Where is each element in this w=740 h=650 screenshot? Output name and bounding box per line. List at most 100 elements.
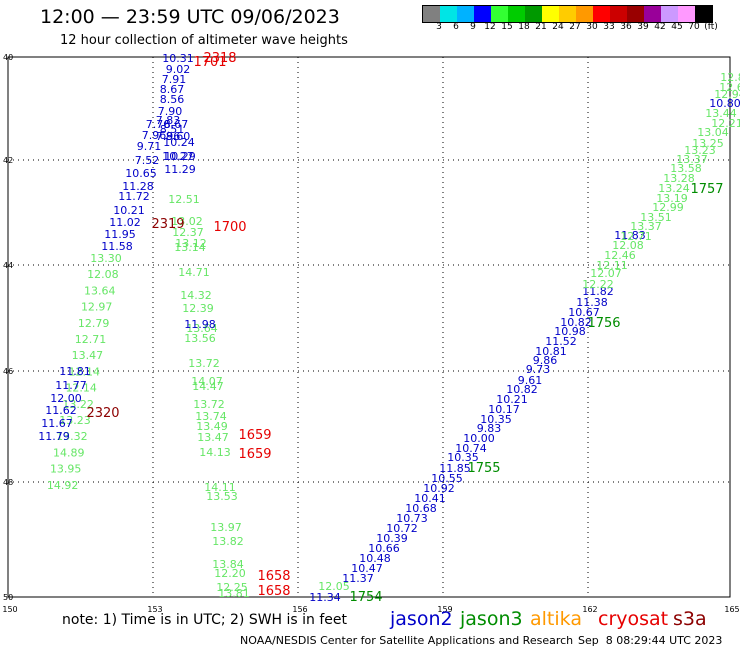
swh-value: 11.58	[101, 240, 133, 253]
colorbar-swatch	[423, 6, 440, 22]
swh-value: 10.81	[535, 345, 567, 358]
swh-value: 12.07	[590, 267, 622, 280]
swh-value: 9.86	[533, 354, 558, 367]
pass-time-label: 2319	[151, 217, 184, 232]
colorbar-label: 15	[501, 22, 513, 32]
lat-label: 46	[3, 367, 13, 376]
swh-value: 12.11	[596, 259, 628, 272]
swh-value: 11.67	[41, 417, 73, 430]
pass-time-label: 1700	[213, 220, 246, 235]
swh-value: 14.92	[47, 479, 79, 492]
colorbar-label: 6	[453, 22, 459, 32]
colorbar-label: 21	[535, 22, 547, 32]
swh-value: 11.82	[582, 285, 614, 298]
swh-value: 12.51	[168, 193, 200, 206]
swh-value: 13.02	[171, 215, 203, 228]
page-subtitle: 12 hour collection of altimeter wave hei…	[60, 33, 348, 48]
swh-value: 13.23	[59, 414, 91, 427]
swh-value: 12.14	[69, 365, 101, 378]
swh-value: 13.95	[50, 463, 82, 476]
swh-value: 10.31	[162, 52, 194, 65]
swh-value: 14.11	[204, 481, 236, 494]
swh-value: 12.97	[81, 301, 113, 314]
swh-value: 14.71	[178, 266, 210, 279]
colorbar-swatch	[542, 6, 559, 22]
swh-value: 11.81	[59, 365, 91, 378]
swh-value: 10.00	[463, 432, 495, 445]
swh-value: 14.13	[199, 446, 231, 459]
swh-value: 7.52	[135, 154, 160, 167]
colorbar-swatch	[678, 6, 695, 22]
swh-value: 10.72	[386, 522, 418, 535]
swh-value: 13.12	[175, 237, 207, 250]
swh-value: 7.83	[156, 114, 181, 127]
pass-time-label: 2318	[203, 51, 236, 66]
swh-value: 11.98	[184, 318, 216, 331]
colorbar-swatch	[644, 6, 661, 22]
colorbar-label: 70	[688, 22, 700, 32]
colorbar-swatch	[610, 6, 627, 22]
swh-value: 12.99	[652, 201, 684, 214]
swh-value: 14.89	[53, 446, 85, 459]
swh-value: 13.23	[684, 144, 716, 157]
swh-value: 7.91	[162, 73, 187, 86]
legend-item-cryosat: cryosat	[598, 608, 669, 630]
pass-time-label: 1757	[690, 182, 723, 197]
swh-value: 13.64	[186, 322, 218, 335]
swh-value: 10.47	[351, 562, 383, 575]
swh-value: 10.65	[125, 167, 157, 180]
colorbar-label: 30	[586, 22, 598, 32]
swh-value: 13.22	[62, 398, 94, 411]
legend-item-jason3: jason3	[460, 608, 523, 630]
swh-value: 13.72	[188, 357, 220, 370]
swh-value: 7.96	[142, 129, 167, 142]
swh-value: 13.37	[630, 220, 662, 233]
swh-value: 13.37	[676, 153, 708, 166]
swh-value: 14.32	[180, 289, 212, 302]
swh-value: 12.25	[216, 581, 248, 594]
colorbar-swatch	[440, 6, 457, 22]
swh-value: 8.56	[160, 93, 185, 106]
lon-label: 153	[147, 605, 162, 614]
swh-value: 13.53	[206, 490, 238, 503]
swh-value: 10.66	[368, 542, 400, 555]
colorbar-label: 42	[654, 22, 666, 32]
colorbar-label: 24	[552, 22, 564, 32]
swh-value: 12.71	[75, 333, 107, 346]
swh-value: 11.37	[342, 572, 374, 585]
swh-value: 9.02	[166, 63, 191, 76]
swh-value: 13.72	[193, 398, 225, 411]
swh-value: 13.24	[658, 182, 690, 195]
swh-value: 11.77	[55, 379, 87, 392]
swh-value: 11.28	[122, 180, 154, 193]
swh-value: 10.21	[496, 393, 528, 406]
swh-value: 12.94	[714, 88, 740, 101]
swh-value: 10.17	[488, 403, 520, 416]
swh-value: 12.71	[620, 230, 652, 243]
swh-value: 11.02	[109, 216, 141, 229]
colorbar-swatch	[457, 6, 474, 22]
swh-value: 7.90	[158, 105, 183, 118]
swh-value: 12.05	[318, 580, 350, 593]
colorbar-label: 3	[436, 22, 442, 32]
swh-value: 14.47	[192, 380, 224, 393]
page-title: 12:00 — 23:59 UTC 09/06/2023	[40, 6, 340, 28]
lon-label: 150	[2, 605, 17, 614]
swh-value: 13.44	[705, 107, 737, 120]
swh-value: 11.52	[545, 335, 577, 348]
swh-value: 10.82	[560, 316, 592, 329]
swh-value: 10.21	[113, 204, 145, 217]
pass-time-label: 1658	[257, 569, 290, 584]
lon-label: 162	[582, 605, 597, 614]
swh-value: 10.39	[376, 532, 408, 545]
lat-label: 48	[3, 478, 13, 487]
colorbar-swatch	[525, 6, 542, 22]
colorbar-label: 27	[569, 22, 581, 32]
colorbar-label: 33	[603, 22, 615, 32]
colorbar-label: 12	[484, 22, 496, 32]
swh-value: 13.49	[196, 420, 228, 433]
swh-value: 13.97	[210, 521, 242, 534]
swh-value: 13.30	[90, 252, 122, 265]
swh-value: 14.07	[191, 375, 223, 388]
